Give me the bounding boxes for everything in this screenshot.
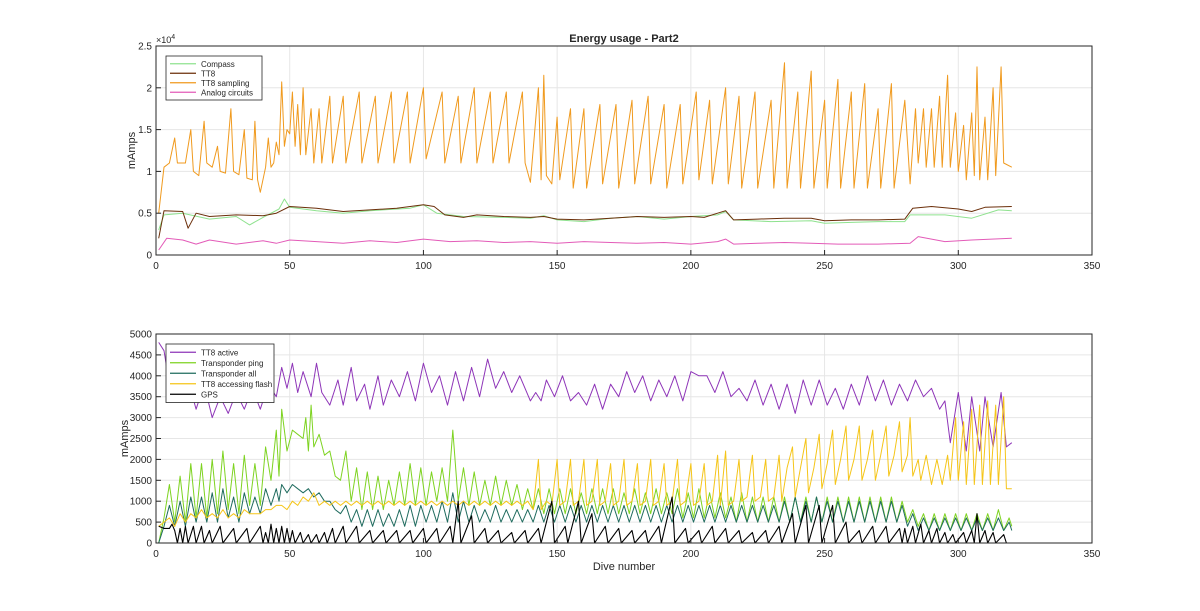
bottom-x-tick-label: 100 [415,549,432,560]
bottom-ticks: 0 50 100 150 200 250 300 3500500100015002000250… [130,330,1101,561]
bottom-y-tick-label: 4500 [130,350,153,361]
series-line-tt8-active [158,342,1013,452]
series-line-analog-circuits [158,236,1012,251]
top-x-tick-label: 50 [284,261,296,272]
top-x-tick-label: 250 [816,261,833,272]
top-y-tick-label: 2.5 [138,42,152,53]
top-y-tick-label: 1 [146,167,152,178]
bottom-y-tick-label: 2000 [130,455,153,466]
bottom-subplot: 0 50 100 150 200 250 300 3500500100015002000250… [119,330,1101,574]
top-x-tick-label: 200 [683,261,700,272]
bottom-y-tick-label: 500 [135,518,152,529]
top-y-exponent-base: ×10 [156,35,171,45]
top-y-exponent: ×104 [156,34,175,45]
legend-label-tt8-accessing-flash: TT8 accessing flash [201,380,272,389]
top-y-exponent-power: 4 [171,34,175,41]
top-y-tick-label: 0 [146,251,152,262]
legend-label-transponder-ping: Transponder ping [201,359,263,368]
top-y-tick-label: 1.5 [138,125,152,136]
bottom-y-tick-label: 2500 [130,434,153,445]
bottom-series-layer [158,342,1013,544]
bottom-y-tick-label: 3500 [130,392,153,403]
bottom-x-tick-label: 150 [549,549,566,560]
top-series-layer [158,62,1013,251]
series-line-tt8-accessing-flash [158,396,1012,527]
top-chart-title: Energy usage - Part2 [569,33,678,45]
top-y-tick-label: 2 [146,83,152,94]
top-x-tick-label: 350 [1084,261,1101,272]
legend-label-tt8: TT8 [201,69,216,78]
top-subplot: 0 50 100 150 200 250 300 350 0 0.5 1 1.5 2 2.5 Energy… [126,33,1101,272]
top-y-tick-label: 0.5 [138,209,152,220]
top-y-axis-label: mAmps [126,131,138,169]
bottom-y-tick-label: 1000 [130,497,153,508]
bottom-y-axis-label: mAmps [119,419,131,457]
bottom-y-tick-label: 1500 [130,476,153,487]
bottom-x-tick-label: 250 [816,549,833,560]
legend-label-transponder-all: Transponder all [201,369,257,378]
bottom-y-tick-label: 0 [146,539,152,550]
legend-label-tt8-sampling: TT8 sampling [201,79,249,88]
top-x-tick-label: 100 [415,261,432,272]
bottom-x-tick-label: 350 [1084,549,1101,560]
bottom-x-tick-label: 0 [153,549,159,560]
bottom-y-tick-label: 3000 [130,413,153,424]
bottom-x-tick-label: 200 [683,549,700,560]
legend-label-compass: Compass [201,60,235,69]
top-ticks: 0 50 100 150 200 250 300 350 0 0.5 1 1.5 2 2.5 [138,42,1101,273]
bottom-x-tick-label: 300 [950,549,967,560]
bottom-x-tick-label: 50 [284,549,296,560]
bottom-y-tick-label: 4000 [130,371,153,382]
legend-label-gps: GPS [201,390,218,399]
legend-label-analog-circuits: Analog circuits [201,88,253,97]
series-line-transponder-all [158,484,1013,544]
series-line-tt8 [158,204,1012,239]
bottom-x-axis-label: Dive number [593,561,656,573]
legend-label-tt8-active: TT8 active [201,348,239,357]
top-plot-frame [155,45,1093,256]
top-x-tick-label: 300 [950,261,967,272]
series-line-tt8-sampling [158,62,1013,214]
top-x-tick-label: 0 [153,261,159,272]
bottom-y-tick-label: 5000 [130,330,153,341]
top-x-tick-label: 150 [549,261,566,272]
